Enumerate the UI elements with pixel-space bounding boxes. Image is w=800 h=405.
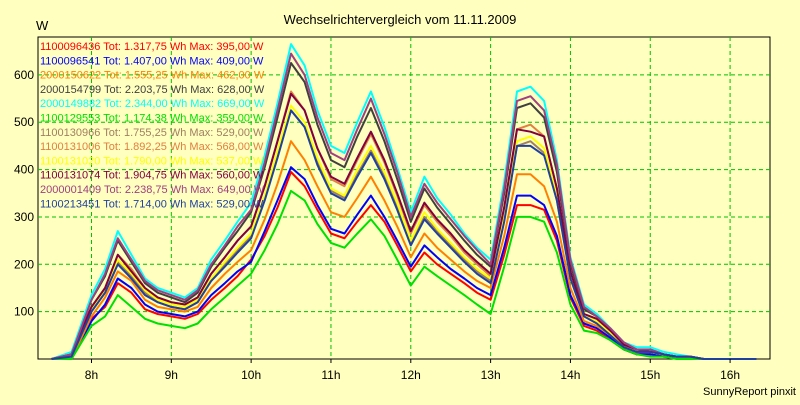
x-tick-label: 13h <box>481 368 501 382</box>
legend-entry: 1100131074 Tot: 1.904,75 Wh Max: 560,00 … <box>40 170 264 182</box>
legend-entry: 2000149882 Tot: 2.344,00 Wh Max: 669,00 … <box>40 98 265 110</box>
legend-entry: 1100096436 Tot: 1.317,75 Wh Max: 395,00 … <box>40 41 264 53</box>
y-tick-label: 300 <box>14 210 34 224</box>
series-line <box>51 52 757 360</box>
legend-entry: 2000001409 Tot: 2.238,75 Wh Max: 649,00 … <box>40 184 265 196</box>
legend-entry: 1100131006 Tot: 1.892,25 Wh Max: 568,00 … <box>40 141 264 153</box>
y-tick-label: 500 <box>14 115 34 129</box>
x-tick-label: 15h <box>640 368 660 382</box>
legend-entry: 1100096541 Tot: 1.407,00 Wh Max: 409,00 … <box>40 55 264 67</box>
series-line <box>51 43 757 360</box>
series-layer <box>51 43 757 360</box>
series-line <box>51 189 757 360</box>
axes: 100 200 300 400 500 600 8h 9h 10h 11h 12h 13h 14h 15h… <box>14 68 740 382</box>
x-tick-label: 8h <box>85 368 98 382</box>
x-tick-label: 16h <box>720 368 740 382</box>
y-tick-label: 200 <box>14 257 34 271</box>
x-tick-label: 12h <box>401 368 421 382</box>
y-tick-label: 100 <box>14 305 34 319</box>
x-tick-label: 14h <box>560 368 580 382</box>
legend-entry: 1100213451 Tot: 1.714,00 Wh Max: 529,00 … <box>40 198 264 210</box>
y-axis-label: W <box>36 18 49 33</box>
chart-title: Wechselrichtervergleich vom 11.11.2009 <box>284 12 517 27</box>
x-tick-label: 11h <box>321 368 340 382</box>
legend-entry: 1100130966 Tot: 1.755,25 Wh Max: 529,00 … <box>40 127 264 139</box>
x-tick-label: 9h <box>165 368 178 382</box>
y-tick-label: 400 <box>14 163 34 177</box>
y-tick-label: 600 <box>14 68 34 82</box>
legend-entry: 1100131020 Tot: 1.790,00 Wh Max: 537,00 … <box>40 155 264 167</box>
legend: 1100096436 Tot: 1.317,75 Wh Max: 395,00 … <box>40 41 265 210</box>
legend-entry: 2000150622 Tot: 1.555,25 Wh Max: 462,00 … <box>40 70 265 82</box>
x-tick-label: 10h <box>241 368 261 382</box>
legend-entry: 2000154799 Tot: 2.203,75 Wh Max: 628,00 … <box>40 84 265 96</box>
series-line <box>51 109 757 360</box>
legend-entry: 1100129553 Tot: 1.174,38 Wh Max: 359,00 … <box>40 113 264 125</box>
footer-credit: SunnyReport pinxit <box>703 386 796 398</box>
